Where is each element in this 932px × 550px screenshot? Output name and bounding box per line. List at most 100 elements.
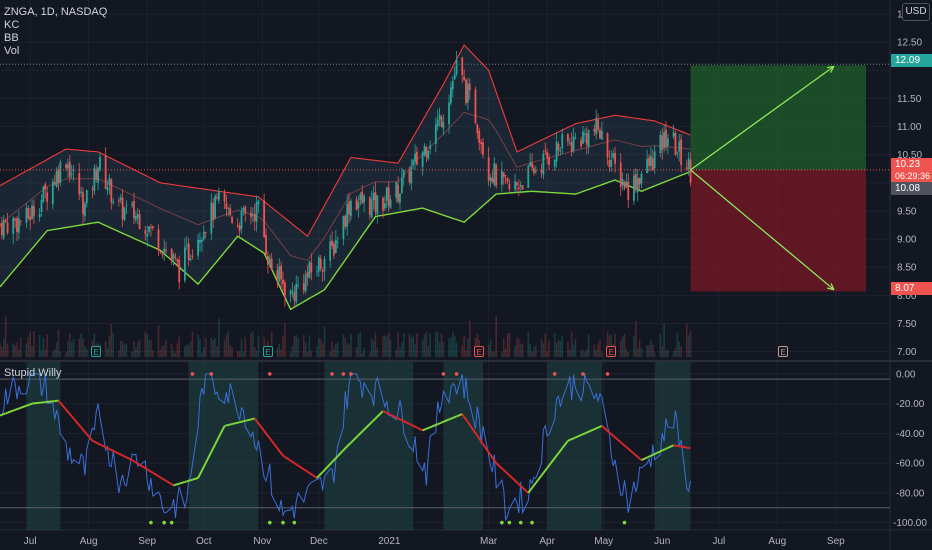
volume-bar: [416, 333, 418, 357]
volume-bar: [316, 346, 318, 357]
volume-bar: [165, 339, 167, 357]
slow-line-segment: [426, 427, 429, 430]
currency-button[interactable]: USD: [902, 3, 930, 21]
slow-line-segment: [1, 413, 5, 416]
candle-body: [57, 169, 60, 184]
indicator-kc[interactable]: KC: [4, 19, 20, 31]
earnings-marker[interactable]: E: [262, 346, 273, 357]
volume-bar: [104, 341, 107, 357]
slow-line-segment: [586, 430, 590, 434]
slow-line-segment: [397, 417, 401, 421]
volume-bar: [678, 341, 681, 357]
slow-line-segment: [495, 462, 503, 470]
slow-line-segment: [318, 473, 322, 477]
slow-line-segment: [280, 452, 284, 457]
candle-body: [78, 172, 81, 195]
slow-line-segment: [231, 421, 238, 426]
candle-body: [582, 131, 584, 144]
candle-body: [533, 167, 535, 174]
volume-bar: [159, 349, 162, 357]
volume-bar: [676, 332, 679, 357]
slow-line-segment: [120, 453, 124, 457]
volume-bar: [508, 332, 511, 357]
candle-body: [17, 218, 20, 233]
candle-body: [585, 133, 588, 145]
candle-body: [346, 203, 349, 227]
volume-bar: [408, 333, 411, 357]
slow-line-segment: [29, 402, 33, 406]
candle-body: [84, 203, 86, 217]
candle-body: [572, 136, 575, 151]
volume-bar: [191, 331, 194, 357]
indicator-vol[interactable]: Vol: [4, 45, 20, 57]
candle-body: [627, 181, 630, 200]
slow-line-segment: [133, 460, 137, 464]
slow-line-segment: [291, 461, 295, 464]
candle-body: [493, 163, 496, 185]
candle-body: [583, 133, 586, 135]
candle-body: [663, 131, 666, 148]
candle-body: [487, 157, 490, 181]
earnings-marker[interactable]: E: [474, 346, 485, 357]
volume-bar: [302, 334, 305, 357]
candle-body: [244, 207, 247, 214]
candle-body: [619, 162, 622, 187]
candle-body: [548, 156, 550, 165]
candle-body: [410, 166, 413, 184]
slow-line-segment: [253, 417, 258, 422]
target-price-tag: 12.09: [891, 54, 932, 67]
signal-zone: [324, 362, 414, 530]
slow-line-segment: [422, 428, 425, 432]
countdown-tag: 06:29:36: [891, 170, 932, 183]
volume-bar: [410, 336, 413, 357]
indicator-bb[interactable]: BB: [4, 32, 19, 44]
volume-bar: [501, 352, 503, 357]
candle-body: [599, 129, 601, 139]
slow-line-segment: [92, 439, 95, 443]
slow-line-segment: [72, 417, 81, 426]
arrow-head: [830, 66, 835, 73]
volume-bar: [389, 340, 392, 357]
bb-upper-line: [0, 44, 691, 238]
volume-bar: [689, 331, 692, 357]
oversold-dot: [507, 520, 512, 525]
candle-body: [117, 200, 120, 202]
volume-bar: [25, 343, 28, 357]
slow-line-segment: [370, 419, 375, 423]
candle-body: [0, 224, 1, 226]
osc-tick-label: 0.00: [896, 369, 916, 380]
bollinger-bands: [0, 44, 691, 311]
candle-body: [489, 177, 492, 181]
volume-bar: [72, 339, 75, 357]
slow-line-segment: [606, 430, 611, 434]
candle-body: [333, 243, 335, 256]
candle-body: [638, 177, 641, 185]
slow-line-segment: [14, 408, 18, 411]
earnings-marker[interactable]: E: [91, 346, 102, 357]
volume-bar: [125, 343, 128, 357]
slow-line-segment: [336, 449, 345, 457]
candle-body: [336, 241, 339, 243]
volume-bar: [42, 337, 45, 357]
candle-body: [455, 59, 458, 75]
volume-bar: [118, 350, 120, 357]
volume-bar: [121, 341, 124, 357]
candle-body: [210, 202, 213, 234]
profit-zone: [690, 65, 866, 170]
oscillator-title[interactable]: Stupid Willy: [4, 367, 62, 379]
slow-line-segment: [416, 426, 424, 432]
slow-line-segment: [427, 426, 431, 429]
oversold-dot: [622, 520, 627, 525]
earnings-marker[interactable]: E: [606, 346, 617, 357]
time-tick-label: Jun: [654, 536, 670, 547]
slow-line-segment: [122, 454, 125, 458]
candle-body: [546, 151, 549, 158]
candle-body: [163, 248, 166, 255]
volume-bar: [557, 340, 560, 357]
slow-line-segment: [107, 447, 110, 450]
earnings-marker[interactable]: E: [777, 346, 788, 357]
symbol-title[interactable]: ZNGA, 1D, NASDAQ: [4, 6, 108, 18]
slow-line-segment: [468, 424, 477, 434]
volume-bar: [395, 349, 398, 357]
